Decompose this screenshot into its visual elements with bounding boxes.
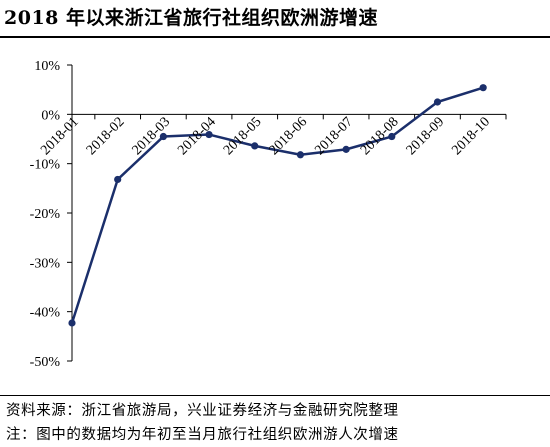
series-points xyxy=(68,84,487,327)
line-chart: 10% 0% -10% -20% -30% -40% -50% 2018-01 2018-02… xyxy=(30,59,507,370)
x-tick-label: 2018-10 xyxy=(449,115,493,159)
x-tick-label: 2018-05 xyxy=(221,115,265,159)
y-tick-label: -30% xyxy=(30,256,61,271)
source-text: 资料来源：浙江省旅游局，兴业证券经济与金融研究院整理 xyxy=(6,403,399,419)
data-point-2018-08 xyxy=(388,132,396,141)
source-divider xyxy=(0,395,550,396)
data-point-2018-09 xyxy=(433,98,442,106)
y-tick-label: -40% xyxy=(30,306,61,321)
series-line xyxy=(70,86,484,324)
y-tick-label: 10% xyxy=(34,59,60,74)
y-tick-label: -20% xyxy=(30,207,61,222)
y-tick-label: -10% xyxy=(30,158,61,173)
y-tick-label: 0% xyxy=(41,108,60,123)
note-text: 注：图中的数据均为年初至当月旅行社组织欧洲游人次增速 xyxy=(6,427,399,443)
data-point-2018-05 xyxy=(251,142,259,150)
data-point-2018-06 xyxy=(296,151,305,159)
chart-title: 2018 年以来浙江省旅行社组织欧洲游增速 xyxy=(4,7,378,29)
y-tick-label: -50% xyxy=(30,355,61,370)
data-point-2018-10 xyxy=(479,84,487,92)
data-point-2018-02 xyxy=(114,175,122,184)
x-tick-labels: 2018-01 2018-02 2018-03 2018-04 2018-05 2018-… xyxy=(38,115,493,159)
data-point-2018-01 xyxy=(68,319,76,327)
data-point-2018-04 xyxy=(205,130,213,139)
series-line-group xyxy=(70,86,484,324)
x-axis xyxy=(72,113,507,120)
title-divider xyxy=(0,36,550,38)
x-tick-label: 2018-02 xyxy=(84,115,128,159)
data-point-2018-07 xyxy=(342,145,350,153)
y-axis: 10% 0% -10% -20% -30% -40% -50% xyxy=(30,59,73,370)
data-point-2018-03 xyxy=(159,132,167,141)
